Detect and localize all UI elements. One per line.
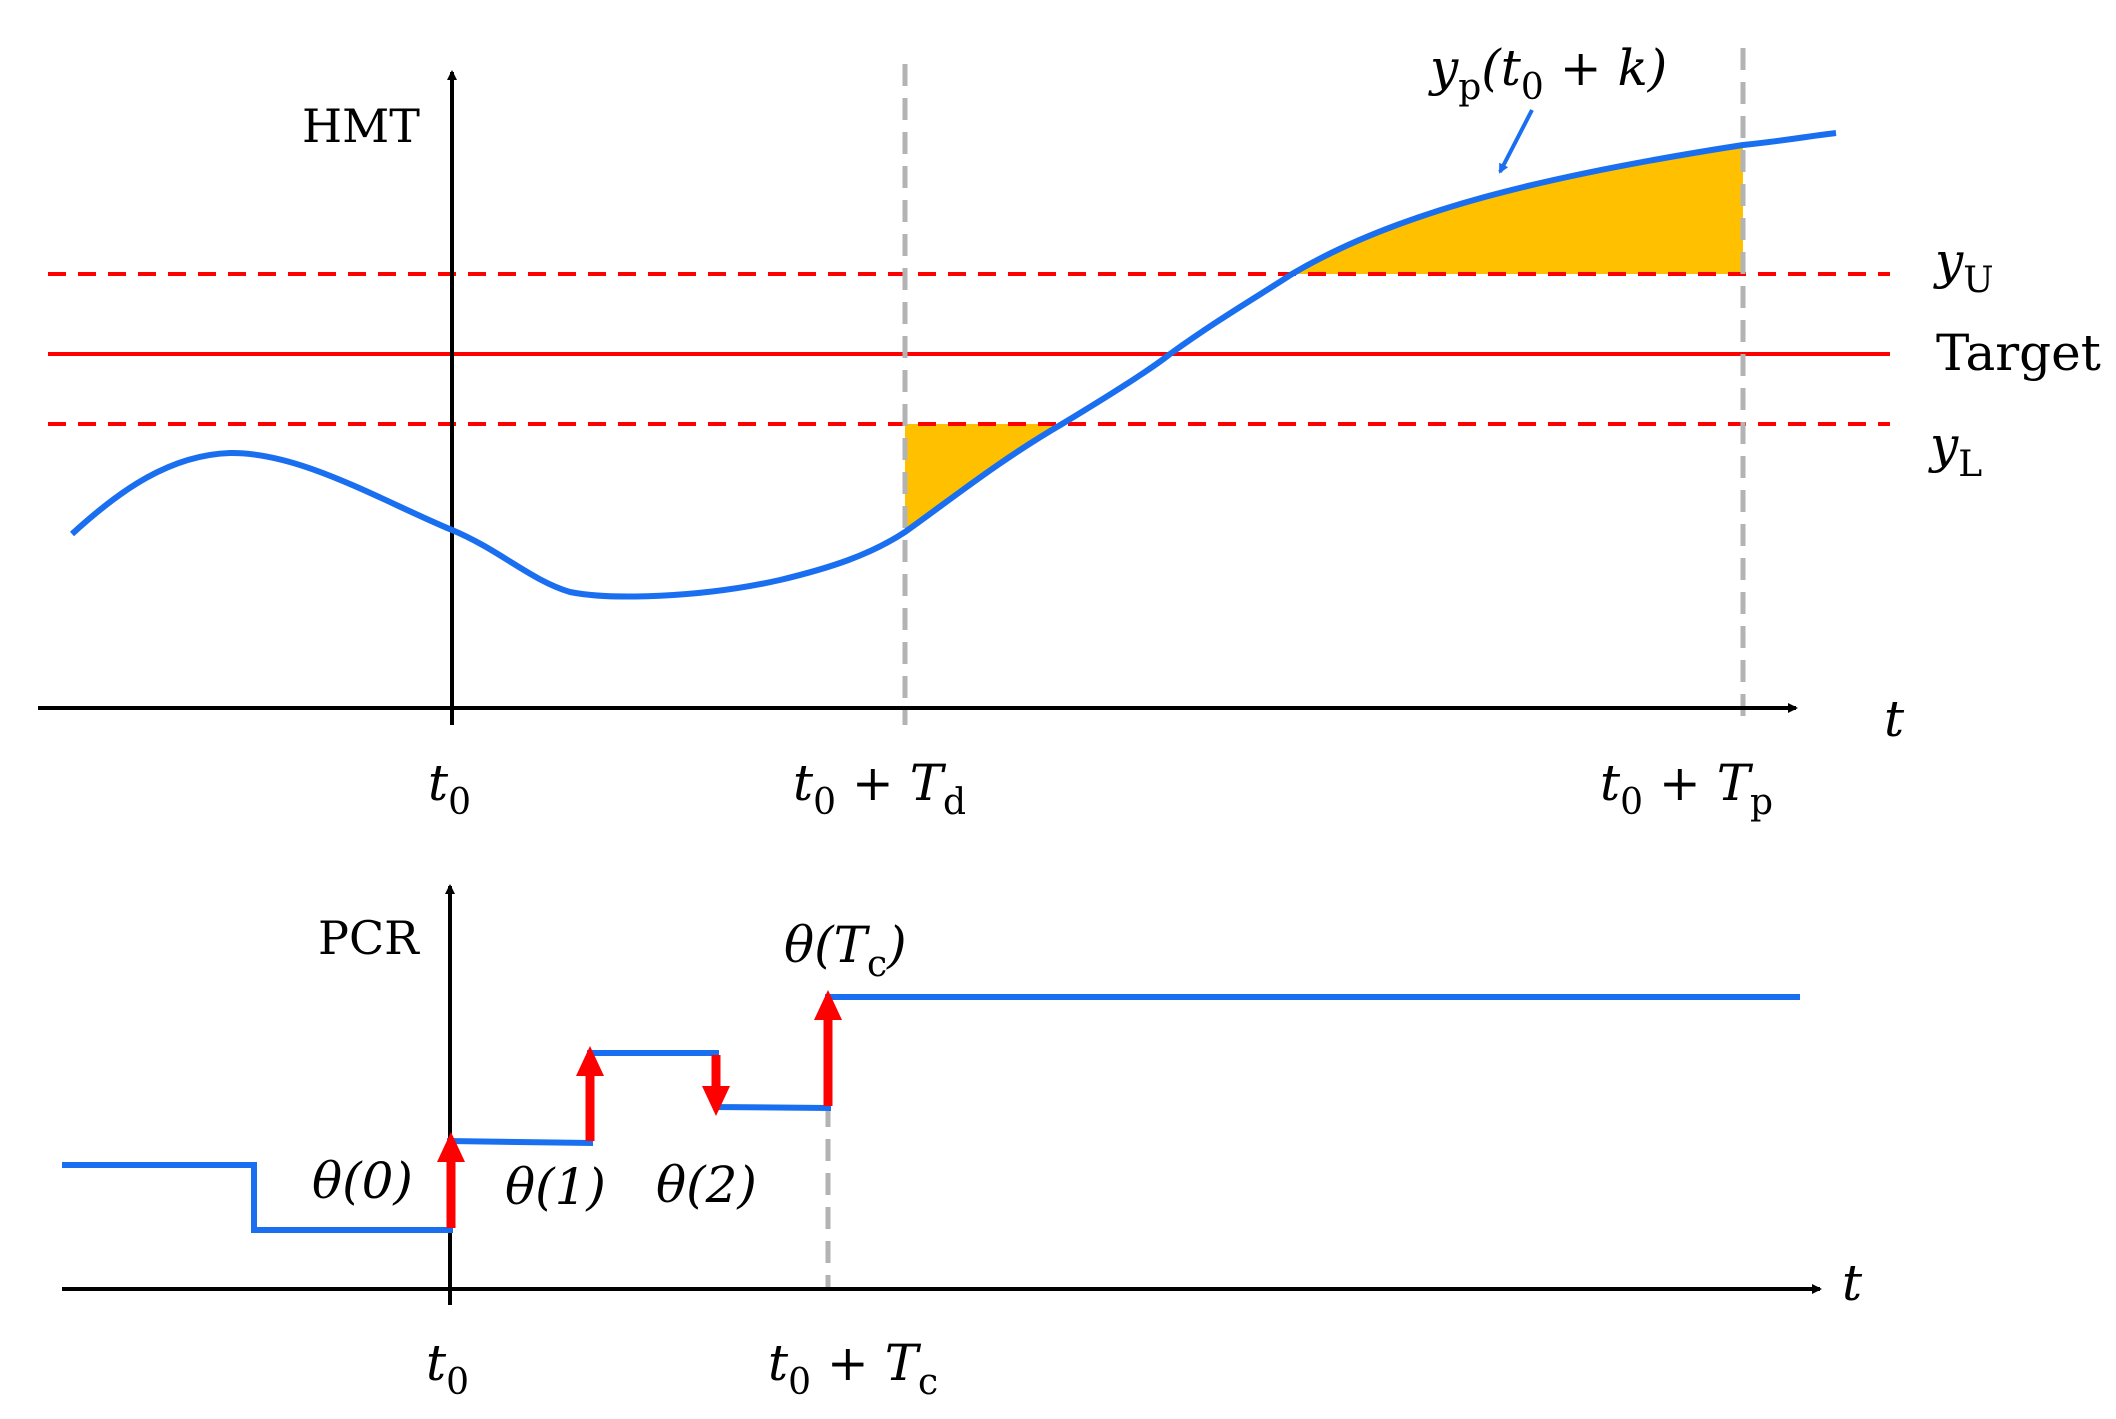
curve-pointer-arrow — [1498, 109, 1534, 174]
bottom-t-axis-label: t — [1842, 1254, 1863, 1312]
step-label-1: θ(1) — [505, 1158, 606, 1216]
upper-limit-label: yU — [1933, 232, 1994, 301]
move-arrow-0 — [437, 1132, 465, 1228]
hmt-curve — [69, 130, 1837, 600]
curve-label: yp(t0 + k) — [1428, 39, 1667, 108]
final-move-label: θ(Tc) — [784, 916, 907, 985]
bottom-tick-t0: t0 — [426, 1334, 469, 1403]
hmt-axis-label: HMT — [302, 99, 420, 153]
move-arrow-final — [814, 990, 842, 1106]
lower-limit-label: yL — [1928, 416, 1982, 485]
move-arrow-2 — [702, 1055, 730, 1116]
step-label-2: θ(2) — [656, 1156, 757, 1214]
step-label-0: θ(0) — [312, 1152, 413, 1210]
bottom-tick-tc: t0 + Tc — [768, 1334, 938, 1403]
pcr-axis-label: PCR — [318, 911, 420, 965]
target-label: Target — [1936, 324, 2101, 382]
top-tick-td: t0 + Td — [793, 754, 966, 823]
shade-upper-violation — [1292, 145, 1743, 274]
top-tick-tp: t0 + Tp — [1600, 754, 1773, 823]
top-tick-t0: t0 — [428, 754, 471, 823]
move-arrow-1 — [576, 1046, 604, 1141]
top-t-axis-label: t — [1884, 690, 1905, 748]
